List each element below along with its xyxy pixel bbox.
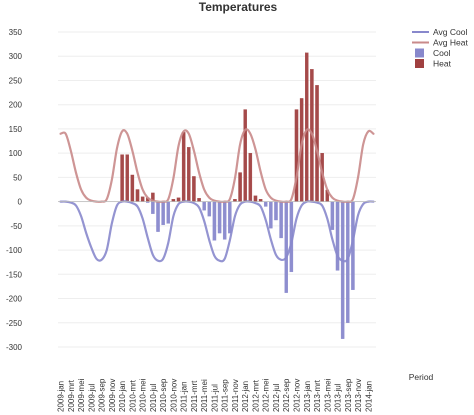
cool-bar[interactable] <box>340 201 345 339</box>
heat-bar[interactable] <box>253 195 258 202</box>
y-tick-label: 200 <box>9 101 23 110</box>
legend-swatch-cool <box>415 48 424 58</box>
avg-cool-line[interactable] <box>59 200 375 263</box>
x-axis-title: Period <box>409 372 434 382</box>
x-tick-label: 2009-nov <box>108 379 117 412</box>
y-tick-label: -300 <box>6 343 23 352</box>
x-tick-label: 2009-mrt <box>67 379 76 412</box>
cool-bar[interactable] <box>166 201 171 224</box>
y-tick-label: -150 <box>6 270 23 279</box>
y-tick-label: -200 <box>6 295 23 304</box>
y-tick-label: 50 <box>13 173 22 182</box>
cool-bar[interactable] <box>217 201 222 234</box>
heat-bar[interactable] <box>305 52 309 202</box>
x-tick-label: 2009-mei <box>77 378 86 412</box>
x-tick-label: 2012-jan <box>241 381 250 412</box>
x-tick-label: 2010-jan <box>118 381 127 412</box>
heat-bar[interactable] <box>181 132 186 202</box>
legend-label-heat[interactable]: Heat <box>433 59 452 69</box>
heat-bar[interactable] <box>125 154 129 202</box>
y-tick-label: 150 <box>9 125 23 134</box>
x-tick-label: 2013-jan <box>303 381 312 412</box>
heat-bar[interactable] <box>248 153 253 202</box>
x-tick-label: 2012-sep <box>282 378 291 412</box>
cool-bar[interactable] <box>284 201 288 293</box>
x-tick-label: 2009-jan <box>57 381 66 412</box>
chart-title: Temperatures <box>199 0 278 14</box>
x-tick-label: 2011-jul <box>210 384 219 412</box>
heat-bar[interactable] <box>192 176 196 202</box>
cool-bar[interactable] <box>202 201 206 211</box>
x-tick-label: 2010-mei <box>139 378 148 412</box>
x-tick-label: 2009-sep <box>98 378 107 412</box>
cool-bar[interactable] <box>161 201 165 226</box>
y-tick-label: -250 <box>6 319 23 328</box>
x-tick-label: 2014-jan <box>364 381 373 412</box>
heat-bar[interactable] <box>120 154 124 202</box>
x-tick-label: 2013-mei <box>323 378 332 412</box>
y-tick-label: 0 <box>18 198 23 207</box>
cool-bar[interactable] <box>330 201 335 230</box>
x-tick-label: 2011-nov <box>231 379 240 412</box>
y-tick-label: -50 <box>10 222 22 231</box>
y-tick-label: -100 <box>6 246 23 255</box>
bar-series <box>120 52 355 339</box>
x-tick-label: 2011-mei <box>200 379 209 412</box>
x-tick-label: 2011-sep <box>221 379 230 412</box>
heat-bar[interactable] <box>197 198 201 202</box>
y-tick-label: 100 <box>9 149 23 158</box>
x-tick-label: 2009-jul <box>87 383 96 412</box>
cool-bar[interactable] <box>335 201 340 271</box>
x-tick-label: 2012-mei <box>262 378 271 412</box>
cool-bar[interactable] <box>279 201 283 239</box>
x-tick-label: 2011-mrt <box>190 380 199 412</box>
x-tick-label: 2013-sep <box>344 378 353 412</box>
cool-bar[interactable] <box>269 201 273 229</box>
x-tick-label: 2013-mrt <box>313 379 322 412</box>
cool-bar[interactable] <box>274 201 278 221</box>
heat-bar[interactable] <box>243 109 247 202</box>
x-tick-label: 2011-jan <box>180 381 189 412</box>
cool-bar[interactable] <box>212 201 217 241</box>
y-tick-label: 250 <box>9 76 23 85</box>
cool-bar[interactable] <box>222 201 227 240</box>
heat-bar[interactable] <box>238 172 242 202</box>
x-tick-label: 2012-nov <box>293 379 302 412</box>
cool-bar[interactable] <box>156 201 160 232</box>
cool-bar[interactable] <box>263 201 268 207</box>
x-tick-label: 2010-sep <box>159 378 168 412</box>
legend-swatch-heat <box>415 59 424 68</box>
heat-bar[interactable] <box>140 196 145 202</box>
legend-label-cool[interactable]: Cool <box>433 48 451 58</box>
heat-bar[interactable] <box>130 174 135 202</box>
y-tick-label: 350 <box>9 28 23 37</box>
x-tick-label: 2010-mrt <box>128 379 137 412</box>
y-tick-label: 300 <box>9 52 23 61</box>
cool-bar[interactable] <box>207 201 212 217</box>
x-tick-label: 2013-nov <box>354 379 363 412</box>
y-axis-ticks: -300 -250 -200 -150 -100 -50 0 50 100 150 200 250 30… <box>6 28 23 352</box>
cool-bar[interactable] <box>346 201 350 323</box>
cool-bar[interactable] <box>228 201 232 234</box>
cool-bar[interactable] <box>151 201 155 214</box>
x-axis-ticks: 2009-jan 2009-mrt 2009-mei 2009-jul 2009-sep… <box>57 378 374 412</box>
legend-label-avg-heat[interactable]: Avg Heat <box>433 38 468 48</box>
heat-bar[interactable] <box>135 189 140 202</box>
x-tick-label: 2010-jul <box>149 383 158 412</box>
legend-label-avg-cool[interactable]: Avg Cool <box>433 27 467 37</box>
x-tick-label: 2012-mrt <box>251 379 260 412</box>
x-tick-label: 2013-jul <box>334 383 343 412</box>
x-tick-label: 2012-jul <box>272 383 281 412</box>
x-tick-label: 2010-nov <box>169 379 178 412</box>
heat-bar[interactable] <box>187 147 191 202</box>
heat-bar[interactable] <box>176 197 181 202</box>
